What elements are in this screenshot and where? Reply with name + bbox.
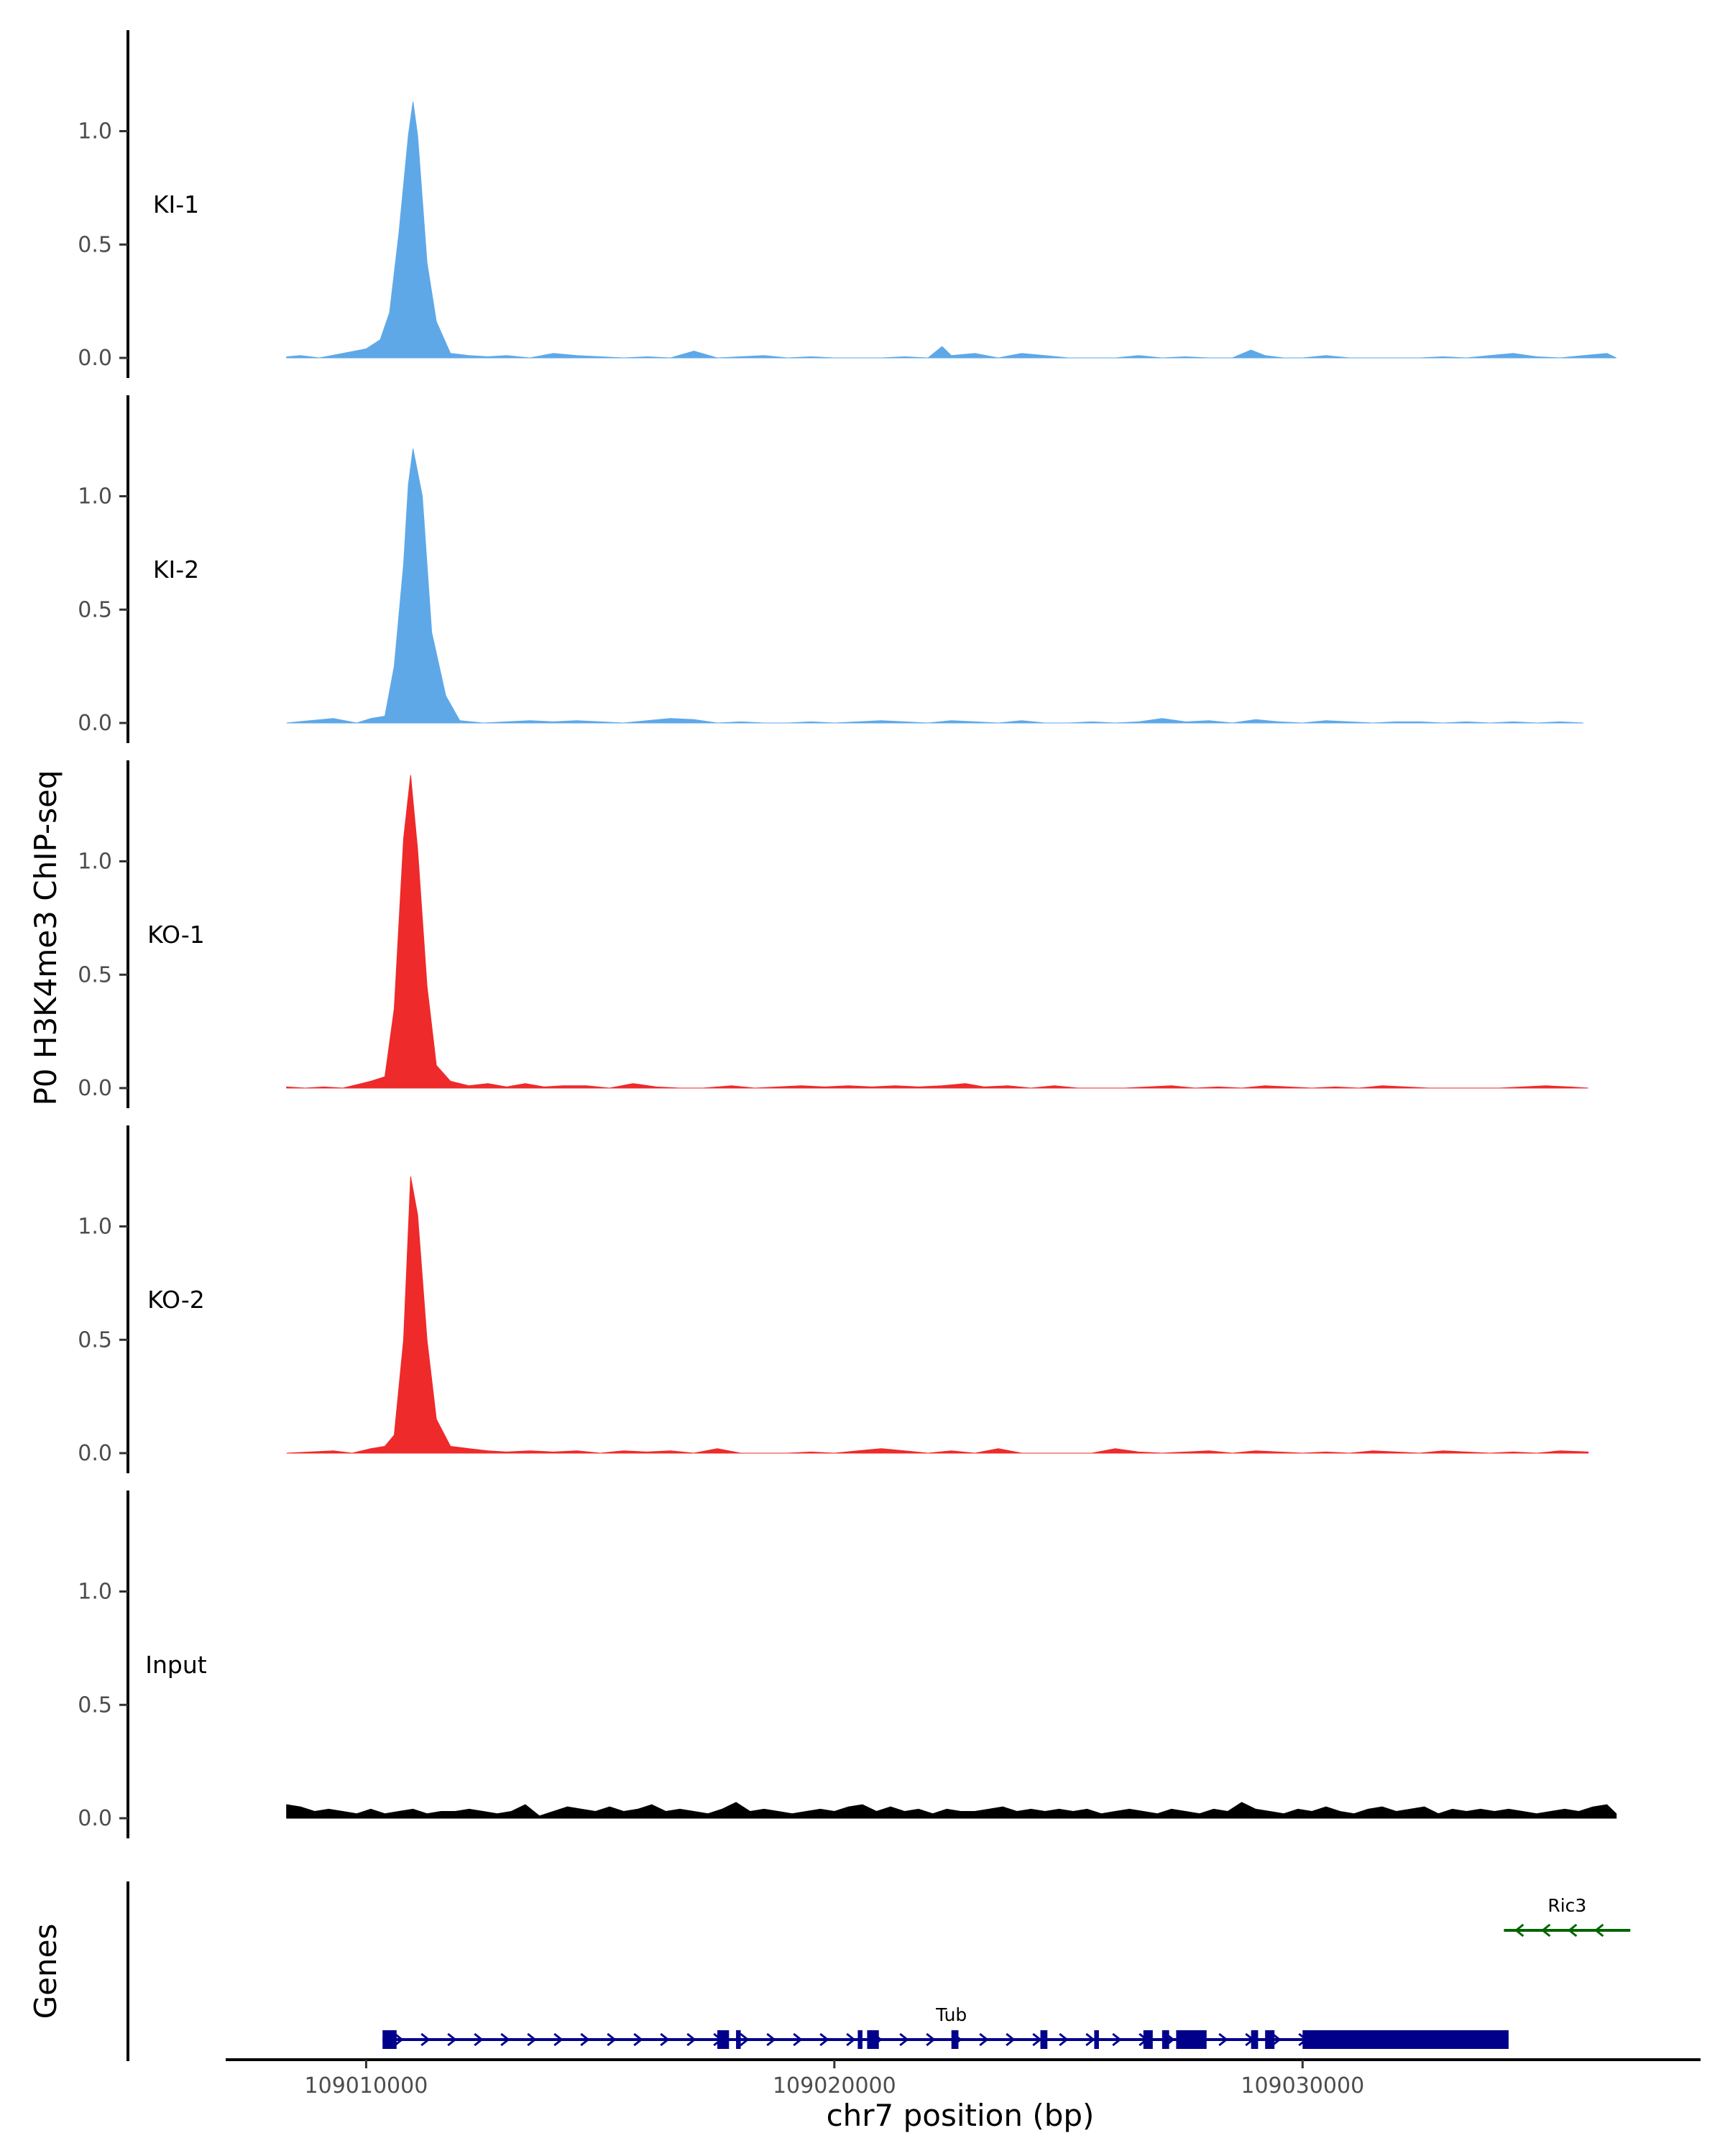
x-tick-label: 109020000 bbox=[773, 2073, 896, 2099]
y-tick-label: 0.0 bbox=[78, 1806, 112, 1831]
track-label: KO-1 bbox=[147, 921, 205, 949]
strand-arrow bbox=[1514, 1923, 1524, 1938]
strand-arrow bbox=[1593, 1923, 1604, 1938]
y-tick-label: 0.5 bbox=[78, 962, 112, 987]
strand-arrow bbox=[819, 2032, 829, 2047]
y-tick-label: 1.0 bbox=[78, 1580, 112, 1605]
x-axis: 109010000 109020000 109030000 bbox=[226, 2058, 1701, 2099]
track-label: KI-1 bbox=[153, 190, 199, 218]
track-ko-2: 0.0 0.5 1.0 KO-2 bbox=[78, 1125, 1589, 1473]
gene-tub: Tub bbox=[382, 2004, 1509, 2049]
strand-arrow bbox=[686, 2032, 696, 2047]
y-tick-label: 0.5 bbox=[78, 1327, 112, 1353]
x-tick-label: 109030000 bbox=[1241, 2073, 1364, 2099]
y-tick-label: 0.0 bbox=[78, 1441, 112, 1466]
exon-block bbox=[951, 2030, 959, 2049]
signal-area bbox=[286, 1176, 1589, 1454]
signal-area bbox=[286, 101, 1616, 359]
y-tick-label: 0.5 bbox=[78, 597, 112, 622]
genes-track: Genes Tub Ric3 bbox=[28, 1881, 1631, 2061]
track-label: KI-2 bbox=[153, 556, 199, 584]
signal-tracks: 0.00.51.0KI-10.00.51.0KI-20.00.51.0KO-10… bbox=[78, 30, 1617, 1838]
exon-block bbox=[736, 2030, 741, 2049]
strand-arrow bbox=[527, 2032, 537, 2047]
strand-arrow bbox=[1112, 2032, 1122, 2047]
strand-arrow bbox=[1059, 2032, 1069, 2047]
track-label: Input bbox=[145, 1651, 207, 1679]
signal-area bbox=[286, 448, 1584, 724]
exon-block bbox=[382, 2030, 397, 2049]
exon-block bbox=[1302, 2030, 1509, 2049]
track-input: 0.0 0.5 1.0 Input bbox=[78, 1491, 1617, 1838]
exon-block bbox=[1040, 2030, 1048, 2049]
strand-arrow bbox=[926, 2032, 936, 2047]
signal-area bbox=[286, 1802, 1617, 1819]
strand-arrow bbox=[1032, 2032, 1042, 2047]
y-tick-label: 1.0 bbox=[78, 119, 112, 144]
gene-name-label: Ric3 bbox=[1547, 1895, 1586, 1916]
x-axis-title: chr7 position (bp) bbox=[827, 2098, 1095, 2133]
strand-arrow bbox=[740, 2032, 750, 2047]
track-ko-1: 0.0 0.5 1.0 KO-1 bbox=[78, 760, 1588, 1108]
y-tick-label: 1.0 bbox=[78, 849, 112, 875]
exon-block bbox=[1265, 2030, 1275, 2049]
y-tick-label: 0.0 bbox=[78, 346, 112, 371]
y-tick-label: 0.5 bbox=[78, 232, 112, 257]
exon-block bbox=[867, 2030, 879, 2049]
strand-arrow bbox=[660, 2032, 670, 2047]
y-tick-label: 0.0 bbox=[78, 1076, 112, 1101]
strand-arrow bbox=[1006, 2032, 1016, 2047]
exon-block bbox=[1176, 2030, 1207, 2049]
gene-name-label: Tub bbox=[935, 2004, 967, 2025]
strand-arrow bbox=[1567, 1923, 1578, 1938]
y-tick-label: 0.0 bbox=[78, 711, 112, 736]
strand-arrow bbox=[447, 2032, 457, 2047]
track-ki-1: 0.0 0.5 1.0 KI-1 bbox=[78, 30, 1616, 378]
gene-ric3: Ric3 bbox=[1504, 1895, 1631, 1938]
strand-arrow bbox=[607, 2032, 617, 2047]
exon-block bbox=[1251, 2030, 1259, 2049]
strand-arrow bbox=[633, 2032, 643, 2047]
exon-block bbox=[717, 2030, 730, 2049]
strand-arrow bbox=[846, 2032, 856, 2047]
strand-arrow bbox=[766, 2032, 776, 2047]
exon-block bbox=[1162, 2030, 1169, 2049]
strand-arrow bbox=[1271, 2032, 1282, 2047]
y-tick-label: 1.0 bbox=[78, 1215, 112, 1240]
exon-block bbox=[1094, 2030, 1099, 2049]
strand-arrow bbox=[979, 2032, 989, 2047]
y-axis-title: P0 H3K4me3 ChIP-seq bbox=[28, 770, 63, 1105]
signal-area bbox=[286, 775, 1588, 1089]
strand-arrow bbox=[1218, 2032, 1228, 2047]
strand-arrow bbox=[1085, 2032, 1095, 2047]
x-tick-label: 109010000 bbox=[305, 2073, 428, 2099]
strand-arrow bbox=[580, 2032, 590, 2047]
exon-block bbox=[857, 2030, 862, 2049]
strand-arrow bbox=[793, 2032, 803, 2047]
genes-track-label: Genes bbox=[28, 1924, 63, 2019]
track-label: KO-2 bbox=[147, 1286, 205, 1314]
strand-arrow bbox=[474, 2032, 484, 2047]
exon-block bbox=[1143, 2030, 1153, 2049]
track-ki-2: 0.0 0.5 1.0 KI-2 bbox=[78, 395, 1584, 743]
strand-arrow bbox=[500, 2032, 510, 2047]
strand-arrow bbox=[394, 2032, 404, 2047]
y-tick-label: 1.0 bbox=[78, 484, 112, 510]
strand-arrow bbox=[899, 2032, 909, 2047]
strand-arrow bbox=[420, 2032, 431, 2047]
y-tick-label: 0.5 bbox=[78, 1692, 112, 1718]
strand-arrow bbox=[553, 2032, 564, 2047]
strand-arrow bbox=[1540, 1923, 1551, 1938]
